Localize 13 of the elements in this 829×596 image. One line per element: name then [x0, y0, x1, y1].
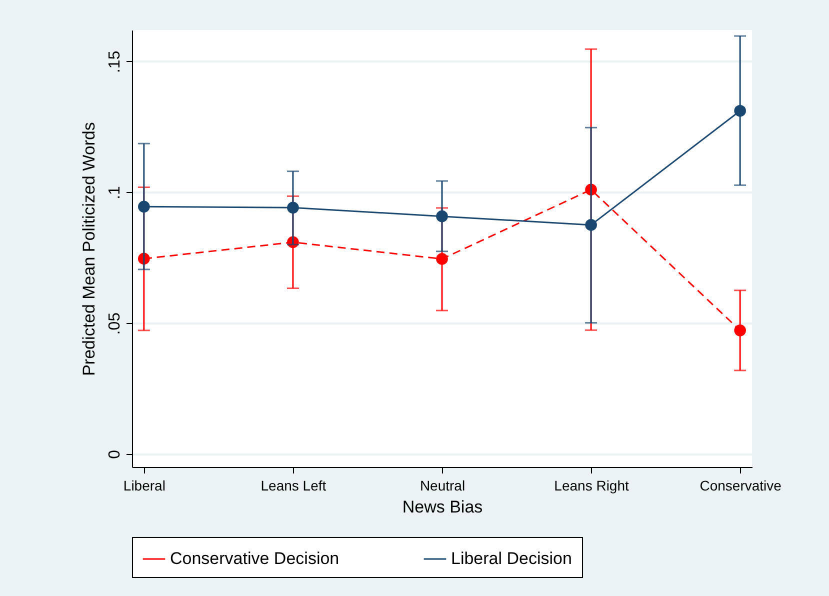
x-tick-label: Leans Left	[260, 478, 326, 494]
y-tick-label: .1	[106, 186, 124, 200]
x-tick-label: Conservative	[700, 478, 782, 494]
x-tick-label: Leans Right	[554, 478, 630, 494]
legend-label: Liberal Decision	[451, 549, 572, 568]
legend-label: Conservative Decision	[170, 549, 340, 568]
y-axis-title: Predicted Mean Politicized Words	[80, 122, 98, 376]
x-tick-label: Liberal	[123, 478, 166, 494]
y-tick-label: .05	[106, 312, 124, 335]
x-tick-label: Neutral	[420, 478, 466, 494]
x-axis-title: News Bias	[402, 498, 483, 516]
y-tick-label: .15	[106, 50, 124, 74]
y-tick-label: 0	[106, 450, 124, 459]
